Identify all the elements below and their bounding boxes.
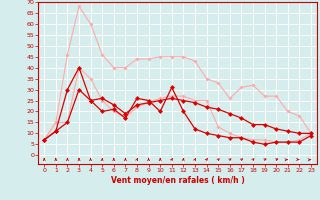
X-axis label: Vent moyen/en rafales ( km/h ): Vent moyen/en rafales ( km/h ) xyxy=(111,176,244,185)
